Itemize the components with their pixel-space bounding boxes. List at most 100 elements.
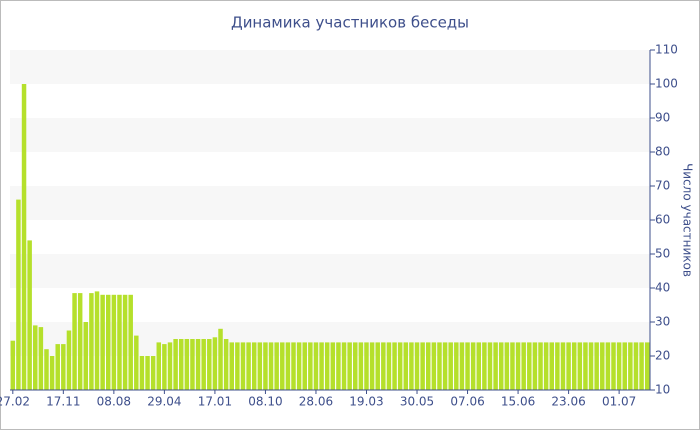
bar — [375, 342, 380, 390]
grid-band — [10, 186, 650, 220]
bar — [386, 342, 392, 390]
bar — [588, 342, 594, 390]
bar — [454, 342, 459, 390]
grid-band — [10, 118, 650, 152]
bar — [27, 240, 32, 390]
x-tick-label: 08.10 — [248, 395, 282, 409]
bar — [527, 342, 532, 390]
bar — [173, 339, 178, 390]
bar — [184, 339, 190, 390]
bar — [296, 342, 302, 390]
bar — [77, 293, 83, 390]
bar — [353, 342, 358, 390]
bar — [55, 344, 60, 390]
bar — [459, 342, 465, 390]
bar — [549, 342, 554, 390]
bar — [106, 294, 111, 390]
x-tick-label: 29.04 — [147, 395, 181, 409]
bar — [442, 342, 448, 390]
x-tick-label: 27.02 — [0, 395, 30, 409]
bar — [426, 342, 431, 390]
bar — [128, 294, 133, 390]
bar — [358, 342, 364, 390]
bar — [212, 337, 218, 390]
bar — [122, 294, 128, 390]
bar — [195, 339, 201, 390]
bar — [61, 344, 66, 390]
bar — [538, 342, 543, 390]
grid-band — [10, 254, 650, 288]
bar — [190, 339, 195, 390]
bar — [397, 342, 403, 390]
bar — [240, 342, 246, 390]
x-tick-label: 07.06 — [450, 395, 484, 409]
bar — [274, 342, 279, 390]
bar — [583, 342, 588, 390]
plot: 10 20 30 40 50 60 70 80 90 100 110 27.02 17.11 08.08 2… — [0, 43, 678, 409]
y-axis-title: Число участников — [681, 163, 695, 277]
bar — [251, 342, 257, 390]
bar — [510, 342, 515, 390]
bar — [633, 342, 639, 390]
bar — [616, 342, 622, 390]
y-tick-label: 40 — [655, 281, 670, 295]
bar — [94, 291, 100, 390]
bar — [476, 342, 482, 390]
bar — [600, 342, 605, 390]
bar — [229, 342, 234, 390]
bar — [487, 342, 493, 390]
bar — [150, 356, 156, 390]
bar — [178, 339, 184, 390]
bar — [448, 342, 453, 390]
bar — [139, 356, 145, 390]
x-tick-label: 15.06 — [501, 395, 535, 409]
bar — [201, 339, 206, 390]
bar — [263, 342, 268, 390]
bar — [571, 342, 577, 390]
y-tick-label: 100 — [655, 77, 678, 91]
bar — [403, 342, 409, 390]
bar — [431, 342, 437, 390]
x-tick-label: 23.06 — [551, 395, 585, 409]
bar — [369, 342, 375, 390]
x-tick-label: 17.01 — [198, 395, 232, 409]
bar — [330, 342, 336, 390]
bar — [577, 342, 583, 390]
x-tick-label: 01.07 — [602, 395, 636, 409]
bar — [167, 342, 173, 390]
bar — [162, 344, 167, 390]
bar — [594, 342, 599, 390]
bar — [324, 342, 330, 390]
bar — [381, 342, 386, 390]
x-tick-label: 17.11 — [46, 395, 80, 409]
y-tick-label: 50 — [655, 247, 670, 261]
y-tick-label: 70 — [655, 179, 670, 193]
bar — [21, 84, 27, 390]
bar — [409, 342, 414, 390]
bar — [66, 330, 72, 390]
bar — [465, 342, 470, 390]
bar — [268, 342, 274, 390]
bar — [280, 342, 285, 390]
bar — [532, 342, 538, 390]
y-tick-label: 30 — [655, 315, 670, 329]
bar — [72, 293, 77, 390]
chart-title: Динамика участников беседы — [231, 14, 469, 32]
bar — [560, 342, 566, 390]
bar — [134, 335, 139, 390]
bar — [414, 342, 420, 390]
bar — [313, 342, 319, 390]
bar — [285, 342, 291, 390]
bar — [336, 342, 341, 390]
bar — [111, 294, 117, 390]
bar — [543, 342, 549, 390]
bar — [611, 342, 616, 390]
bar — [49, 356, 55, 390]
bar — [218, 328, 223, 390]
bar — [100, 294, 105, 390]
bar — [207, 339, 212, 390]
bar — [420, 342, 425, 390]
y-tick-label: 10 — [655, 383, 670, 397]
x-tick-label: 30.05 — [400, 395, 434, 409]
